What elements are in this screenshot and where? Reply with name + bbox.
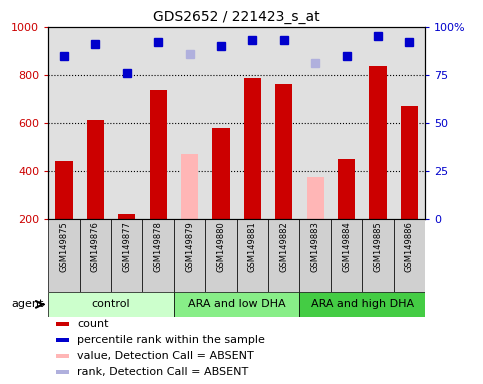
Text: GSM149881: GSM149881 xyxy=(248,221,257,271)
Bar xyxy=(111,219,142,292)
Text: control: control xyxy=(92,300,130,310)
Title: GDS2652 / 221423_s_at: GDS2652 / 221423_s_at xyxy=(154,10,320,25)
Text: count: count xyxy=(77,319,108,329)
Bar xyxy=(181,154,198,219)
Bar xyxy=(56,354,70,358)
Text: value, Detection Call = ABSENT: value, Detection Call = ABSENT xyxy=(77,351,254,361)
Text: GSM149886: GSM149886 xyxy=(405,221,414,272)
Text: GSM149885: GSM149885 xyxy=(373,221,383,271)
Text: GSM149876: GSM149876 xyxy=(91,221,100,272)
Text: GSM149875: GSM149875 xyxy=(59,221,69,271)
Bar xyxy=(150,90,167,219)
Bar xyxy=(118,214,135,219)
Bar xyxy=(299,292,425,317)
Text: GSM149880: GSM149880 xyxy=(216,221,226,271)
Bar xyxy=(268,219,299,292)
Text: GSM149883: GSM149883 xyxy=(311,221,320,272)
Bar xyxy=(213,127,229,219)
Text: percentile rank within the sample: percentile rank within the sample xyxy=(77,335,265,345)
Bar xyxy=(174,292,299,317)
Bar xyxy=(48,219,80,292)
Bar xyxy=(331,219,362,292)
Bar xyxy=(48,292,174,317)
Bar xyxy=(142,219,174,292)
Bar xyxy=(338,159,355,219)
Bar xyxy=(362,219,394,292)
Text: ARA and high DHA: ARA and high DHA xyxy=(311,300,414,310)
Bar xyxy=(56,371,70,374)
Text: GSM149878: GSM149878 xyxy=(154,221,163,272)
Bar xyxy=(394,219,425,292)
Bar xyxy=(299,219,331,292)
Text: GSM149882: GSM149882 xyxy=(279,221,288,271)
Bar xyxy=(80,219,111,292)
Bar xyxy=(174,219,205,292)
Bar xyxy=(307,177,324,219)
Text: GSM149884: GSM149884 xyxy=(342,221,351,271)
Bar xyxy=(56,338,70,342)
Bar xyxy=(275,84,292,219)
Bar xyxy=(56,322,70,326)
Bar xyxy=(205,219,237,292)
Bar xyxy=(56,161,72,219)
Text: rank, Detection Call = ABSENT: rank, Detection Call = ABSENT xyxy=(77,367,248,377)
Text: GSM149879: GSM149879 xyxy=(185,221,194,271)
Bar xyxy=(401,106,418,219)
Text: ARA and low DHA: ARA and low DHA xyxy=(188,300,285,310)
Bar xyxy=(87,121,104,219)
Bar xyxy=(369,66,386,219)
Text: agent: agent xyxy=(11,300,43,310)
Bar xyxy=(237,219,268,292)
Bar xyxy=(244,78,261,219)
Text: GSM149877: GSM149877 xyxy=(122,221,131,272)
